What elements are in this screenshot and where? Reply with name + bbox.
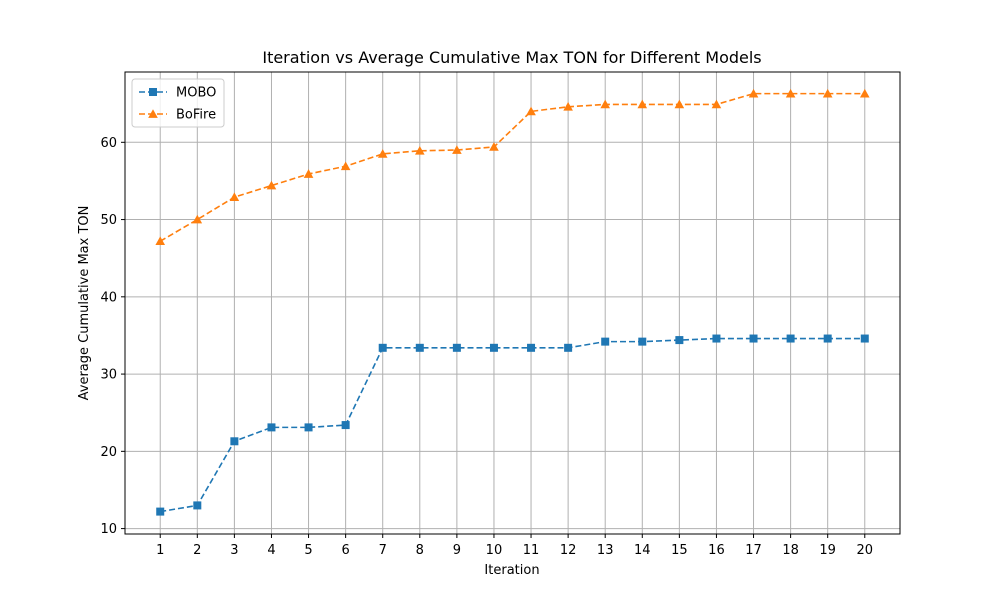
axis-ticks: 1 2 3 4 5 6 7 8 9 10 11 12 13 14 15 16 17 18 19 20102030405… <box>100 136 873 558</box>
data-point-bofire <box>303 169 314 178</box>
data-point-bofire <box>785 88 796 98</box>
series-layer <box>155 88 870 516</box>
data-point-bofire <box>489 142 499 151</box>
x-tick-label: 10 <box>486 543 503 558</box>
data-point-bofire <box>340 161 351 171</box>
data-point-mobo <box>823 334 832 343</box>
x-tick-label: 15 <box>671 543 688 558</box>
data-point-bofire <box>452 145 462 154</box>
x-tick-label: 8 <box>416 543 424 558</box>
data-point-mobo <box>156 507 165 516</box>
data-point-bofire <box>859 88 870 98</box>
data-point-mobo <box>564 343 573 352</box>
legend-label-bofire: BoFire <box>176 108 216 123</box>
data-point-bofire <box>674 99 685 109</box>
legend-marker-mobo <box>149 88 157 96</box>
data-point-bofire <box>600 99 611 109</box>
y-tick-label: 10 <box>100 522 117 537</box>
series-line-bofire <box>159 92 865 242</box>
data-point-bofire <box>377 149 388 158</box>
data-point-bofire <box>414 146 425 155</box>
y-tick-label: 40 <box>100 290 117 305</box>
data-point-mobo <box>786 334 795 343</box>
data-point-bofire <box>563 101 573 111</box>
y-tick-label: 20 <box>100 445 117 460</box>
legend: MOBO BoFire <box>131 78 225 128</box>
x-tick-label: 9 <box>453 543 461 558</box>
data-point-bofire <box>822 88 833 98</box>
x-tick-label: 17 <box>745 543 762 558</box>
data-point-mobo <box>712 334 721 343</box>
y-axis-label: Average Cumulative Max TON <box>77 206 92 401</box>
x-tick-label: 2 <box>193 543 201 558</box>
x-tick-label: 5 <box>304 543 312 558</box>
x-tick-label: 19 <box>819 543 836 558</box>
data-point-mobo <box>860 334 869 343</box>
data-point-bofire <box>229 192 240 201</box>
series-mobo <box>156 334 869 516</box>
x-tick-label: 12 <box>560 543 577 558</box>
legend-label-mobo: MOBO <box>176 86 216 101</box>
series-line-mobo <box>160 337 865 513</box>
data-point-mobo <box>341 421 350 430</box>
data-point-mobo <box>193 501 202 510</box>
data-point-mobo <box>452 343 461 352</box>
x-tick-label: 14 <box>634 543 651 558</box>
data-point-mobo <box>378 343 387 352</box>
x-tick-label: 4 <box>267 543 275 558</box>
x-tick-label: 20 <box>856 543 873 558</box>
x-tick-label: 18 <box>782 543 799 558</box>
x-tick-label: 16 <box>708 543 725 558</box>
data-point-mobo <box>638 337 647 346</box>
x-tick-label: 3 <box>230 543 238 558</box>
data-point-mobo <box>601 337 610 346</box>
data-point-bofire <box>526 106 536 116</box>
data-point-bofire <box>266 180 277 190</box>
x-tick-label: 11 <box>523 543 540 558</box>
x-tick-label: 7 <box>379 543 387 558</box>
chart-title: Iteration vs Average Cumulative Max TON … <box>262 48 761 67</box>
y-tick-label: 60 <box>100 136 117 151</box>
data-point-bofire <box>155 236 166 246</box>
data-point-mobo <box>415 343 424 352</box>
data-point-bofire <box>711 99 722 109</box>
series-bofire <box>155 88 870 246</box>
data-point-mobo <box>527 343 536 352</box>
data-point-bofire <box>748 88 759 98</box>
x-tick-label: 1 <box>156 543 164 558</box>
legend-marker-bofire <box>148 109 158 118</box>
x-axis-label: Iteration <box>484 563 539 578</box>
data-point-mobo <box>267 423 276 432</box>
plot-frame <box>124 71 901 535</box>
y-tick-label: 30 <box>100 368 117 383</box>
data-point-bofire <box>637 99 648 109</box>
data-point-mobo <box>675 336 684 345</box>
data-point-mobo <box>489 343 498 352</box>
x-tick-label: 13 <box>597 543 614 558</box>
data-point-mobo <box>749 334 758 343</box>
x-tick-label: 6 <box>341 543 349 558</box>
data-point-bofire <box>192 214 203 224</box>
data-point-mobo <box>304 423 313 432</box>
y-tick-label: 50 <box>100 213 117 228</box>
data-point-mobo <box>230 437 239 446</box>
